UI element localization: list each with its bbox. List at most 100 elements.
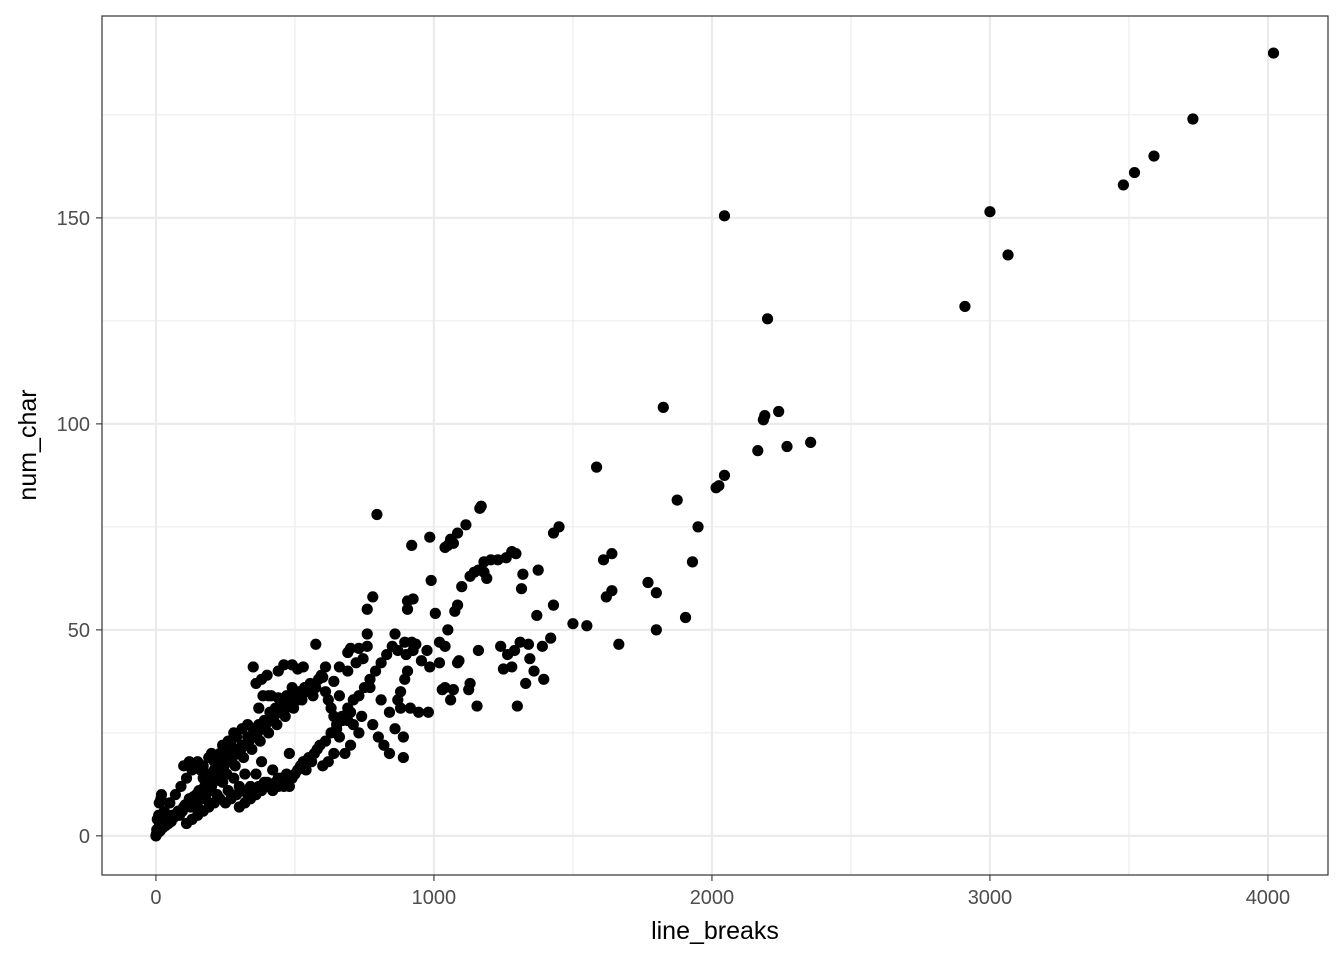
y-tick-label: 100 bbox=[57, 414, 90, 436]
data-point bbox=[155, 789, 168, 801]
data-point bbox=[229, 760, 241, 772]
data-point bbox=[1128, 166, 1141, 179]
data-point bbox=[597, 554, 610, 566]
y-tick-label: 150 bbox=[57, 208, 90, 230]
x-tick-label: 3000 bbox=[968, 887, 1013, 909]
data-point bbox=[339, 747, 351, 760]
data-point bbox=[228, 727, 240, 739]
data-point bbox=[344, 739, 357, 751]
data-point bbox=[250, 677, 262, 690]
data-point bbox=[447, 537, 459, 549]
data-point bbox=[404, 702, 416, 714]
data-point bbox=[200, 768, 212, 780]
data-point bbox=[353, 690, 365, 702]
data-point bbox=[286, 659, 298, 671]
data-point bbox=[718, 469, 731, 481]
data-point bbox=[158, 805, 170, 817]
data-point bbox=[242, 731, 254, 743]
data-point bbox=[353, 727, 365, 739]
data-point bbox=[761, 313, 774, 325]
data-point bbox=[436, 684, 448, 696]
x-axis: 0 1000 2000 3000 4000 bbox=[150, 875, 1290, 909]
data-point bbox=[367, 591, 379, 603]
data-point bbox=[236, 739, 248, 751]
x-tick-label: 1000 bbox=[412, 887, 457, 909]
data-point bbox=[267, 764, 279, 776]
data-point bbox=[287, 702, 300, 714]
data-point bbox=[445, 694, 457, 706]
data-point bbox=[375, 657, 387, 669]
data-point bbox=[1117, 179, 1129, 191]
data-point bbox=[425, 574, 437, 587]
data-point bbox=[283, 747, 295, 760]
data-point bbox=[279, 710, 291, 722]
data-point bbox=[606, 548, 618, 560]
data-point bbox=[397, 731, 409, 743]
data-point bbox=[511, 700, 523, 712]
data-point bbox=[642, 576, 654, 589]
data-point bbox=[389, 628, 401, 640]
data-point bbox=[397, 751, 409, 764]
data-point bbox=[439, 541, 451, 554]
data-point bbox=[451, 657, 464, 669]
data-point bbox=[1267, 47, 1280, 59]
data-point bbox=[333, 661, 346, 673]
data-point bbox=[175, 780, 187, 793]
data-point bbox=[258, 714, 270, 727]
data-point bbox=[959, 300, 971, 313]
data-point bbox=[211, 751, 223, 764]
data-point bbox=[773, 405, 785, 418]
data-point bbox=[353, 642, 365, 655]
data-point bbox=[472, 644, 485, 657]
data-point bbox=[524, 653, 536, 665]
data-point bbox=[600, 591, 612, 603]
data-point bbox=[255, 756, 268, 768]
data-point bbox=[164, 797, 176, 809]
data-point bbox=[342, 702, 354, 714]
data-point bbox=[401, 603, 414, 615]
data-point bbox=[371, 508, 383, 521]
data-point bbox=[283, 780, 295, 793]
data-point bbox=[781, 440, 793, 453]
data-point bbox=[718, 210, 731, 222]
data-point bbox=[286, 681, 298, 694]
data-point bbox=[383, 747, 396, 760]
data-point bbox=[1148, 150, 1160, 162]
data-point bbox=[356, 710, 368, 722]
data-point bbox=[394, 702, 407, 714]
data-point bbox=[271, 719, 283, 731]
data-point bbox=[433, 636, 446, 648]
data-point bbox=[442, 624, 454, 636]
data-point bbox=[257, 690, 269, 702]
data-point bbox=[547, 599, 560, 611]
data-point bbox=[169, 789, 181, 801]
data-point bbox=[186, 813, 198, 825]
data-point bbox=[422, 706, 434, 718]
data-point bbox=[692, 521, 704, 533]
data-point bbox=[342, 646, 354, 659]
data-point bbox=[538, 673, 550, 685]
data-point bbox=[1002, 249, 1014, 261]
data-point bbox=[328, 747, 340, 760]
data-point bbox=[369, 665, 382, 677]
data-point bbox=[581, 620, 593, 632]
data-points bbox=[150, 47, 1280, 842]
data-point bbox=[275, 698, 287, 710]
data-point bbox=[522, 638, 535, 650]
data-point bbox=[481, 572, 493, 584]
data-point bbox=[272, 665, 284, 677]
data-point bbox=[336, 714, 348, 727]
data-point bbox=[508, 644, 521, 657]
data-point bbox=[247, 661, 259, 673]
data-point bbox=[378, 739, 390, 751]
data-point bbox=[510, 548, 522, 560]
data-point bbox=[613, 638, 625, 650]
data-point bbox=[464, 570, 476, 582]
y-axis-title: num_char bbox=[14, 389, 42, 500]
data-point bbox=[471, 700, 483, 712]
data-point bbox=[347, 719, 359, 731]
data-point bbox=[536, 640, 548, 652]
data-point bbox=[319, 735, 332, 747]
data-point bbox=[262, 727, 275, 739]
